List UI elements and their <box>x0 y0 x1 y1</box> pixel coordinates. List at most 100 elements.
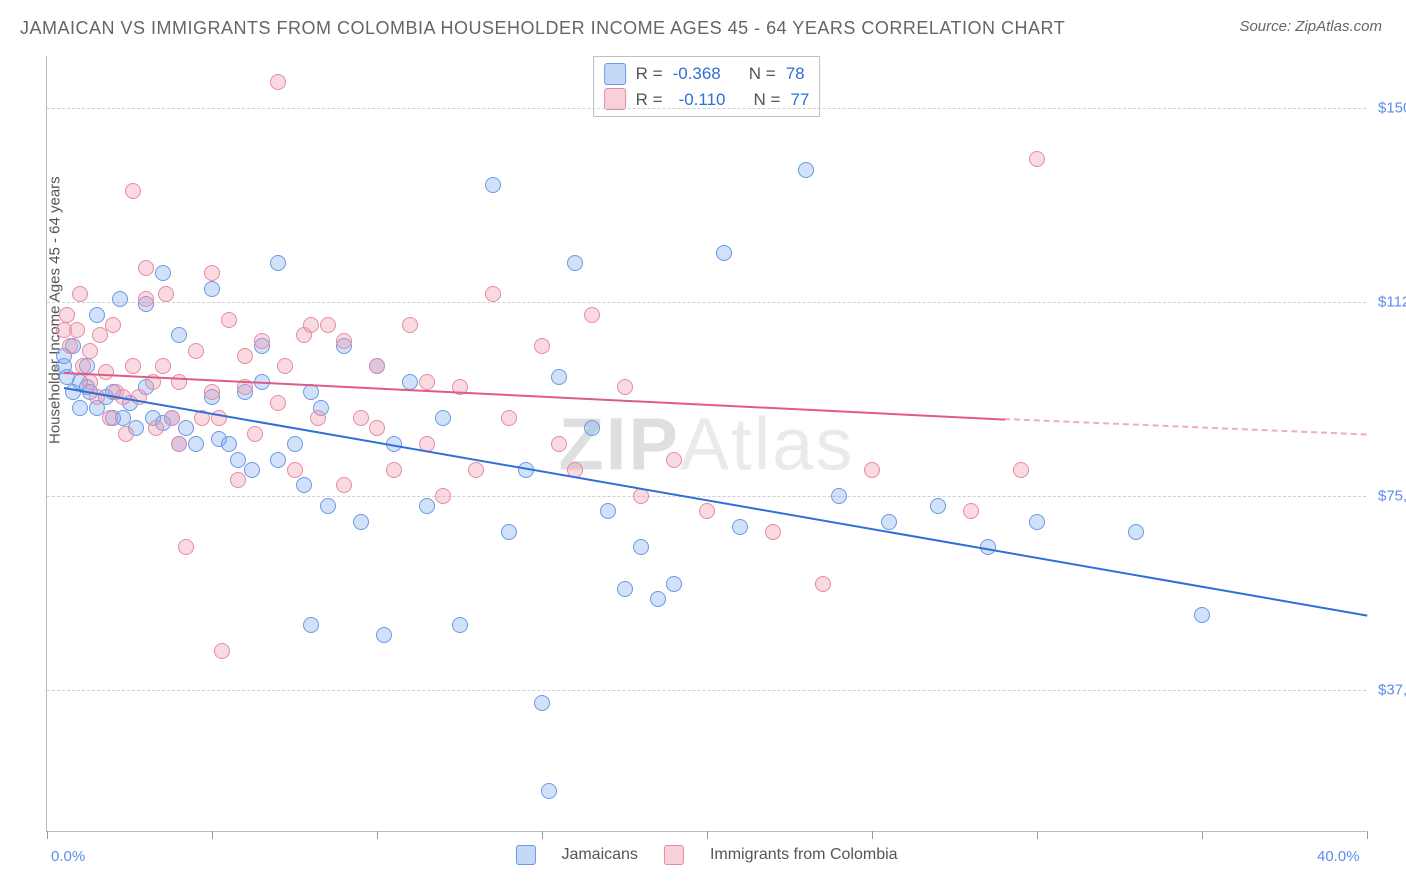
data-point-b <box>98 364 114 380</box>
data-point-a <box>178 420 194 436</box>
data-point-a <box>881 514 897 530</box>
data-point-b <box>59 307 75 323</box>
data-point-a <box>501 524 517 540</box>
data-point-a <box>244 462 260 478</box>
data-point-b <box>666 452 682 468</box>
data-point-b <box>254 333 270 349</box>
data-point-b <box>584 307 600 323</box>
chart-title: JAMAICAN VS IMMIGRANTS FROM COLOMBIA HOU… <box>20 18 1065 39</box>
data-point-a <box>633 539 649 555</box>
x-tick <box>47 831 48 839</box>
data-point-a <box>376 627 392 643</box>
data-point-a <box>155 265 171 281</box>
legend-label-jamaicans: Jamaicans <box>561 846 637 864</box>
data-point-a <box>221 436 237 452</box>
data-point-b <box>468 462 484 478</box>
data-point-a <box>402 374 418 390</box>
data-point-a <box>188 436 204 452</box>
gridline <box>47 496 1366 497</box>
trend-line <box>63 387 1367 617</box>
r-label: R = <box>636 61 663 87</box>
data-point-a <box>541 783 557 799</box>
data-point-b <box>237 348 253 364</box>
data-point-b <box>247 426 263 442</box>
trend-line <box>1004 418 1367 436</box>
data-point-b <box>386 462 402 478</box>
data-point-a <box>650 591 666 607</box>
data-point-a <box>353 514 369 530</box>
swatch-jamaicans-icon <box>604 63 626 85</box>
data-point-a <box>270 452 286 468</box>
data-point-a <box>551 369 567 385</box>
x-tick <box>542 831 543 839</box>
data-point-a <box>296 477 312 493</box>
data-point-b <box>534 338 550 354</box>
y-tick-label: $150,000 <box>1368 99 1406 116</box>
data-point-b <box>72 286 88 302</box>
data-point-b <box>864 462 880 478</box>
data-point-a <box>89 307 105 323</box>
data-point-a <box>303 384 319 400</box>
data-point-a <box>270 255 286 271</box>
data-point-b <box>204 265 220 281</box>
series-legend: Jamaicans Immigrants from Colombia <box>515 845 897 865</box>
data-point-b <box>270 395 286 411</box>
swatch-colombia-icon <box>664 845 684 865</box>
y-tick-label: $37,500 <box>1368 681 1406 698</box>
n-label: N = <box>749 61 776 87</box>
data-point-b <box>178 539 194 555</box>
gridline <box>47 690 1366 691</box>
data-point-b <box>230 472 246 488</box>
data-point-b <box>138 260 154 276</box>
data-point-b <box>158 286 174 302</box>
data-point-b <box>82 343 98 359</box>
data-point-a <box>798 162 814 178</box>
data-point-b <box>435 488 451 504</box>
data-point-a <box>584 420 600 436</box>
data-point-a <box>230 452 246 468</box>
data-point-a <box>666 576 682 592</box>
data-point-b <box>277 358 293 374</box>
data-point-b <box>148 420 164 436</box>
data-point-a <box>831 488 847 504</box>
data-point-b <box>369 420 385 436</box>
data-point-b <box>402 317 418 333</box>
data-point-a <box>1029 514 1045 530</box>
x-tick-label: 40.0% <box>1317 848 1360 865</box>
data-point-b <box>221 312 237 328</box>
data-point-b <box>765 524 781 540</box>
swatch-jamaicans-icon <box>515 845 535 865</box>
data-point-a <box>600 503 616 519</box>
data-point-b <box>320 317 336 333</box>
y-tick-label: $75,000 <box>1368 487 1406 504</box>
data-point-b <box>287 462 303 478</box>
data-point-a <box>617 581 633 597</box>
data-point-b <box>155 358 171 374</box>
data-point-a <box>567 255 583 271</box>
data-point-b <box>310 410 326 426</box>
data-point-a <box>930 498 946 514</box>
data-point-b <box>551 436 567 452</box>
scatter-plot: Householder Income Ages 45 - 64 years ZI… <box>46 56 1366 832</box>
legend-label-colombia: Immigrants from Colombia <box>710 846 898 864</box>
n-value-jamaicans: 78 <box>786 61 805 87</box>
data-point-a <box>534 695 550 711</box>
data-point-b <box>105 317 121 333</box>
x-tick <box>1202 831 1203 839</box>
data-point-a <box>171 327 187 343</box>
data-point-b <box>1013 462 1029 478</box>
data-point-b <box>188 343 204 359</box>
data-point-b <box>419 374 435 390</box>
gridline <box>47 302 1366 303</box>
data-point-a <box>452 617 468 633</box>
data-point-a <box>287 436 303 452</box>
gridline <box>47 108 1366 109</box>
data-point-b <box>92 327 108 343</box>
r-value-jamaicans: -0.368 <box>673 61 721 87</box>
data-point-b <box>369 358 385 374</box>
data-point-b <box>171 374 187 390</box>
x-tick <box>707 831 708 839</box>
y-tick-label: $112,500 <box>1368 293 1406 310</box>
x-tick <box>212 831 213 839</box>
data-point-b <box>1029 151 1045 167</box>
